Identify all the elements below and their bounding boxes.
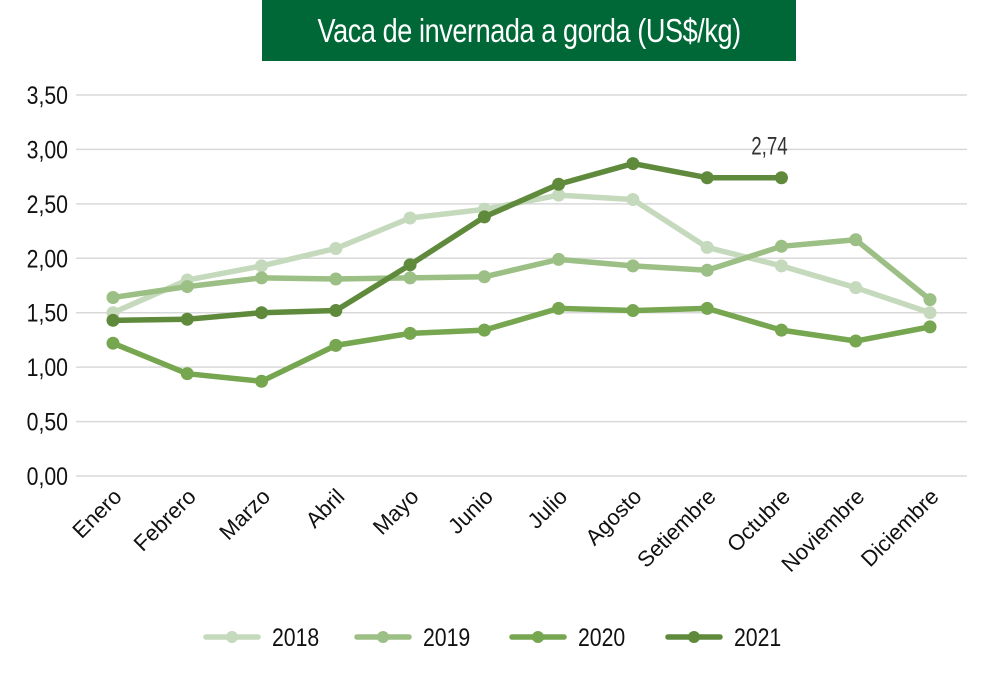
data-point-2020 bbox=[106, 336, 120, 350]
data-point-2020 bbox=[923, 320, 937, 334]
data-point-2020 bbox=[255, 374, 269, 388]
data-point-2020 bbox=[403, 326, 417, 340]
data-point-2019 bbox=[329, 272, 343, 286]
x-tick-label: Agosto bbox=[580, 484, 646, 550]
y-tick-label: 2,00 bbox=[27, 245, 68, 273]
x-tick-label: Abril bbox=[301, 484, 350, 533]
legend-label-2018: 2018 bbox=[272, 623, 319, 651]
data-point-2021 bbox=[700, 171, 714, 185]
y-tick-label: 0,00 bbox=[27, 462, 68, 490]
legend-marker-2019 bbox=[377, 631, 389, 643]
x-tick-label: Julio bbox=[522, 484, 572, 534]
x-axis-ticks: Enero Febrero Marzo Abril Mayo Junio Julio Agos… bbox=[67, 484, 943, 577]
x-tick-label: Setiembre bbox=[632, 484, 721, 573]
series-group bbox=[106, 157, 937, 388]
legend-label-2021: 2021 bbox=[734, 623, 781, 651]
data-point-2019 bbox=[774, 239, 788, 253]
series-line-2020 bbox=[110, 305, 933, 385]
legend-label-2019: 2019 bbox=[423, 623, 470, 651]
data-point-2021 bbox=[329, 304, 343, 318]
legend-marker-2020 bbox=[532, 631, 544, 643]
data-point-2018 bbox=[774, 259, 788, 273]
data-point-2019 bbox=[552, 252, 566, 266]
annotations-group: 2,74 bbox=[751, 132, 787, 160]
data-point-2018 bbox=[329, 241, 343, 255]
data-point-2019 bbox=[106, 290, 120, 304]
data-point-2021 bbox=[106, 313, 120, 327]
data-point-2020 bbox=[849, 334, 863, 348]
y-tick-label: 1,00 bbox=[27, 354, 68, 382]
data-point-2021 bbox=[403, 258, 417, 272]
y-tick-label: 0,50 bbox=[27, 408, 68, 436]
data-point-2018 bbox=[700, 240, 714, 254]
data-point-2018 bbox=[403, 211, 417, 225]
series-line-2019 bbox=[110, 237, 933, 303]
data-point-2019 bbox=[923, 293, 937, 307]
data-point-2018 bbox=[552, 188, 566, 202]
data-point-2020 bbox=[329, 338, 343, 352]
data-point-2019 bbox=[180, 280, 194, 294]
data-point-2020 bbox=[774, 323, 788, 337]
data-point-2019 bbox=[403, 271, 417, 285]
y-tick-label: 2,50 bbox=[27, 190, 68, 218]
legend-marker-2021 bbox=[688, 631, 700, 643]
x-tick-label: Octubre bbox=[722, 484, 795, 557]
data-label: 2,74 bbox=[751, 132, 787, 160]
data-point-2019 bbox=[849, 233, 863, 247]
data-point-2019 bbox=[255, 271, 269, 285]
legend-label-2020: 2020 bbox=[578, 623, 625, 651]
data-point-2021 bbox=[774, 171, 788, 185]
x-tick-label: Marzo bbox=[214, 484, 275, 545]
data-point-2021 bbox=[477, 210, 491, 224]
gridlines bbox=[76, 94, 967, 477]
y-tick-label: 3,50 bbox=[27, 81, 68, 109]
data-point-2020 bbox=[477, 323, 491, 337]
chart-title: Vaca de invernada a gorda (US$/kg) bbox=[317, 11, 741, 49]
data-point-2021 bbox=[626, 157, 640, 171]
data-point-2018 bbox=[255, 259, 269, 273]
data-point-2021 bbox=[552, 177, 566, 191]
data-point-2019 bbox=[477, 270, 491, 284]
series-line-2021 bbox=[110, 160, 785, 324]
legend-marker-2018 bbox=[226, 631, 238, 643]
data-point-2018 bbox=[849, 281, 863, 295]
y-axis-ticks: 0,00 0,50 1,00 1,50 2,00 2,50 3,00 3,50 bbox=[27, 81, 68, 490]
data-point-2020 bbox=[180, 367, 194, 381]
x-tick-label: Mayo bbox=[368, 484, 424, 540]
y-tick-label: 1,50 bbox=[27, 299, 68, 327]
x-tick-label: Diciembre bbox=[856, 484, 944, 572]
data-point-2020 bbox=[552, 301, 566, 315]
data-point-2018 bbox=[626, 193, 640, 207]
legend: 2018 2019 2020 2021 bbox=[203, 623, 781, 651]
series-line-2018 bbox=[110, 192, 933, 316]
data-point-2019 bbox=[700, 263, 714, 277]
y-tick-label: 3,00 bbox=[27, 136, 68, 164]
chart-title-banner: Vaca de invernada a gorda (US$/kg) bbox=[262, 0, 796, 61]
x-tick-label: Febrero bbox=[129, 484, 201, 556]
data-point-2018 bbox=[923, 306, 937, 320]
data-point-2019 bbox=[626, 259, 640, 273]
x-tick-label: Junio bbox=[443, 484, 498, 539]
data-point-2020 bbox=[626, 304, 640, 318]
data-point-2021 bbox=[255, 306, 269, 320]
x-tick-label: Enero bbox=[67, 484, 126, 543]
data-point-2020 bbox=[700, 301, 714, 315]
data-point-2021 bbox=[180, 312, 194, 326]
